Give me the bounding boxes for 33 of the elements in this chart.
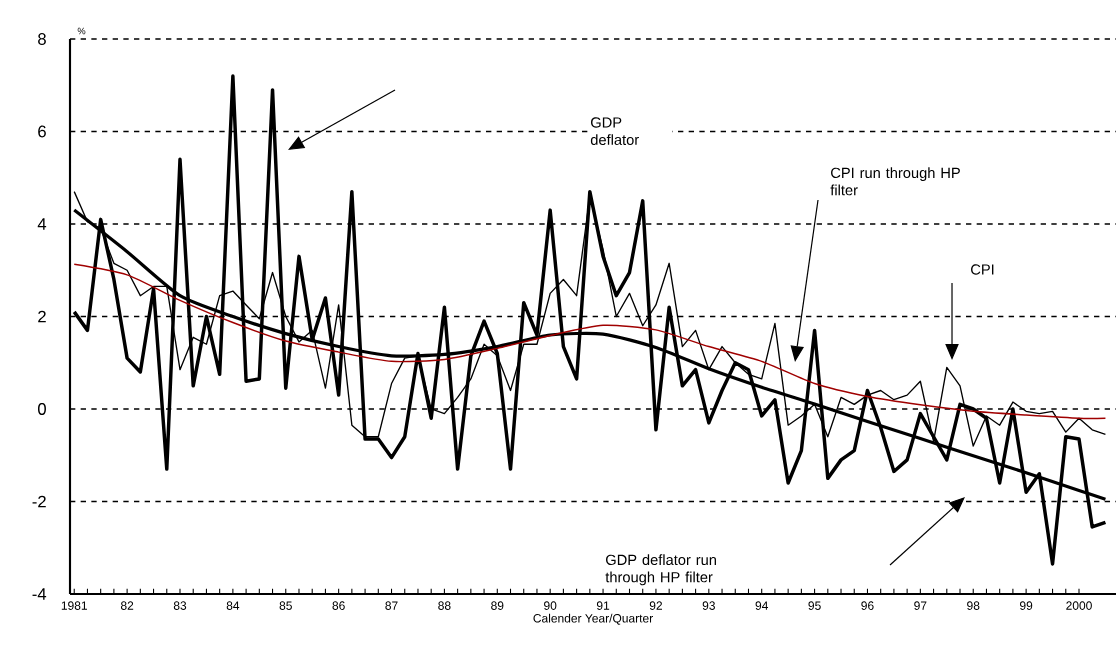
x-tick-label: 91: [596, 601, 610, 610]
y-tick-label: 8: [38, 33, 46, 45]
x-tick-label: 92: [649, 601, 662, 610]
x-tick-label: 83: [173, 601, 187, 610]
y-axis-title: %: [77, 27, 86, 35]
x-tick-label: 90: [544, 601, 557, 610]
x-tick-label: 87: [385, 601, 398, 610]
x-tick-label: 99: [1020, 601, 1033, 610]
annotation: GDP deflator: [590, 117, 639, 145]
x-tick-label: 82: [120, 601, 134, 610]
y-tick-label: -2: [32, 495, 46, 508]
x-tick-label: 1981: [61, 601, 87, 610]
y-tick-label: 6: [38, 125, 46, 138]
annotation: GDP deflator run through HP filter: [605, 554, 716, 586]
x-tick-label: 88: [438, 601, 451, 610]
x-tick-label: 89: [491, 601, 504, 610]
x-tick-label: 94: [755, 601, 769, 610]
x-tick-label: 2000: [1066, 601, 1092, 610]
annotation: CPI run through HP filter: [830, 167, 960, 196]
x-tick-label: 96: [861, 601, 874, 610]
x-tick-label: 97: [914, 601, 927, 610]
annotation: CPI: [971, 264, 994, 275]
y-tick-label: 0: [38, 403, 46, 415]
x-tick-label: 95: [808, 601, 821, 610]
y-tick-label: 4: [37, 218, 47, 230]
y-tick-label: 2: [38, 310, 46, 323]
x-axis-title: Calender Year/Quarter: [533, 613, 653, 625]
y-tick-label: -4: [32, 588, 47, 600]
x-tick-label: 86: [332, 601, 345, 610]
x-tick-label: 85: [279, 601, 292, 610]
x-tick-label: 93: [702, 601, 715, 610]
x-tick-label: 84: [226, 601, 240, 610]
x-tick-label: 98: [967, 601, 980, 610]
